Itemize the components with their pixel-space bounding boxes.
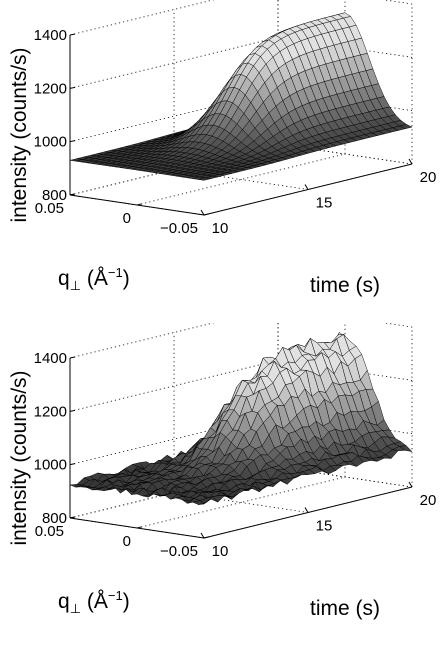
z-tick-label: 1400 xyxy=(34,350,67,367)
time-tick-label: 10 xyxy=(212,543,229,560)
z-axis-label: intensity (counts/s) xyxy=(8,47,31,222)
q-tick-label: 0.05 xyxy=(35,523,64,540)
time-tick-label: 20 xyxy=(420,169,437,186)
surface-face xyxy=(198,177,212,181)
time-tick-label: 15 xyxy=(316,195,333,212)
q-tick-label: 0 xyxy=(123,210,131,227)
q-tick-label: −0.05 xyxy=(160,543,198,560)
q-tick-label: 0 xyxy=(123,533,131,550)
z-tick-label: 1200 xyxy=(34,403,67,420)
q-tick-label: −0.05 xyxy=(160,220,198,237)
z-tick-label: 1400 xyxy=(34,27,67,44)
time-axis-label: time (s) xyxy=(310,597,380,620)
time-tick-label: 10 xyxy=(212,220,229,237)
axes: 800 1000 1200 1400 0.05 0 −0.05 10 15 20 xyxy=(34,27,437,237)
z-tick-label: 800 xyxy=(42,187,67,204)
q-axis-label: q⊥ (Å−1) xyxy=(58,588,130,616)
surface-plot-model: 800 1000 1200 1400 0.05 0 −0.05 10 15 20 intensity… xyxy=(8,0,437,297)
z-tick-label: 800 xyxy=(42,510,67,527)
q-axis-label: q⊥ (Å−1) xyxy=(58,265,130,293)
z-tick-label: 1200 xyxy=(34,80,67,97)
axes: 800 1000 1200 1400 0.05 0 −0.05 10 15 20 xyxy=(34,350,437,560)
z-tick-label: 1000 xyxy=(34,134,67,151)
z-axis-label: intensity (counts/s) xyxy=(8,370,31,545)
surface xyxy=(69,12,413,181)
q-tick-label: 0.05 xyxy=(35,200,64,217)
time-tick-label: 20 xyxy=(420,492,437,509)
z-tick-label: 1000 xyxy=(34,457,67,474)
surface-plot-measured: 800 1000 1200 1400 0.05 0 −0.05 10 15 20 intensity… xyxy=(8,323,437,620)
time-tick-label: 15 xyxy=(316,518,333,535)
surface xyxy=(69,332,413,505)
time-axis-label: time (s) xyxy=(310,274,380,297)
surface-face xyxy=(198,498,212,505)
